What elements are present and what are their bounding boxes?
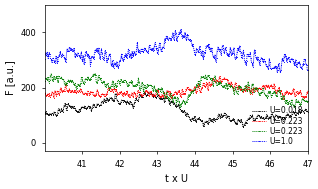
U=0.223 <box>306 100 310 102</box>
Legend: U=0.018, U=0.223, U=0.223, U=1.0: U=0.018, U=0.223, U=0.223, U=1.0 <box>251 105 304 147</box>
U=0.223 <box>169 97 173 99</box>
U=0.018 <box>168 102 172 104</box>
U=0.223 <box>259 88 263 91</box>
U=0.223 <box>43 91 46 94</box>
U=1.0 <box>279 71 282 74</box>
U=0.223 <box>306 90 310 92</box>
U=1.0 <box>259 57 263 60</box>
U=1.0 <box>168 37 171 40</box>
U=0.018 <box>170 99 174 102</box>
U=0.018 <box>200 119 204 122</box>
U=0.223 <box>170 94 174 97</box>
U=0.018 <box>306 111 310 113</box>
U=0.018 <box>259 116 263 119</box>
U=0.223 <box>200 76 204 78</box>
U=0.223 <box>281 98 285 100</box>
U=0.018 <box>147 91 150 93</box>
U=1.0 <box>169 38 173 41</box>
U=0.223 <box>301 98 304 100</box>
U=0.223 <box>168 93 171 95</box>
U=0.223 <box>301 95 304 98</box>
U=1.0 <box>200 55 204 57</box>
U=0.223 <box>168 95 172 97</box>
U=0.223 <box>218 75 222 78</box>
U=0.223 <box>185 87 189 90</box>
U=1.0 <box>301 64 304 66</box>
X-axis label: t x U: t x U <box>165 174 188 184</box>
U=1.0 <box>186 34 190 36</box>
Line: U=1.0: U=1.0 <box>44 28 309 73</box>
U=0.223 <box>293 107 297 109</box>
U=0.223 <box>186 97 190 100</box>
Line: U=0.223: U=0.223 <box>44 73 309 109</box>
U=1.0 <box>43 58 46 60</box>
Line: U=0.018: U=0.018 <box>44 91 309 128</box>
U=1.0 <box>179 28 183 31</box>
Line: U=0.223: U=0.223 <box>44 75 309 100</box>
U=0.223 <box>199 88 203 91</box>
U=0.018 <box>301 110 304 112</box>
U=0.018 <box>43 113 46 115</box>
Y-axis label: F [a.u.]: F [a.u.] <box>5 61 15 95</box>
U=0.018 <box>241 126 245 128</box>
U=0.223 <box>93 73 97 75</box>
U=0.018 <box>186 113 190 115</box>
U=1.0 <box>306 69 310 71</box>
U=0.223 <box>259 92 263 94</box>
U=0.223 <box>43 80 46 83</box>
